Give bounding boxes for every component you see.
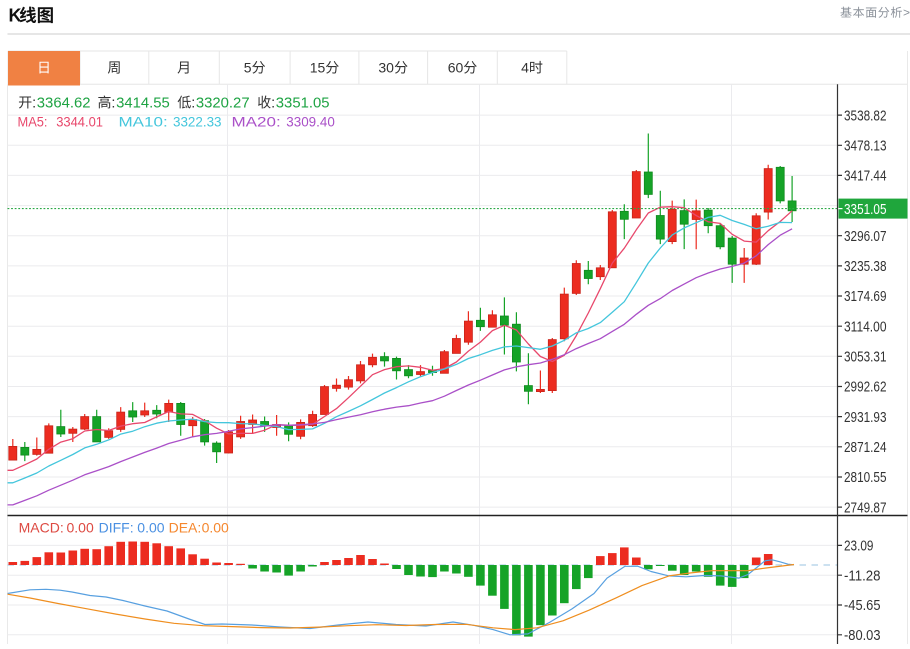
svg-text:30: 30 [378,60,394,76]
svg-text:DEA:: DEA: [169,520,202,536]
svg-text:>: > [903,6,910,20]
svg-text:3174.69: 3174.69 [844,289,887,305]
svg-text:-45.65: -45.65 [844,598,881,614]
svg-text:-11.28: -11.28 [844,568,881,584]
svg-text:3364.62: 3364.62 [37,95,91,111]
svg-text:0.00: 0.00 [67,520,94,536]
svg-text:2992.62: 2992.62 [844,380,887,396]
svg-text:3478.13: 3478.13 [844,139,887,155]
svg-text:15: 15 [310,60,326,76]
svg-text:2931.93: 2931.93 [844,410,887,426]
svg-text::: : [191,95,195,111]
svg-text:3309.40: 3309.40 [286,113,335,129]
svg-text:2810.55: 2810.55 [844,470,887,486]
svg-text:3351.05: 3351.05 [844,202,887,218]
svg-text::: : [111,95,115,111]
svg-text:3344.01: 3344.01 [56,113,103,129]
svg-text:K: K [9,6,22,26]
svg-text:MA20:: MA20: [232,113,281,129]
svg-text:3320.27: 3320.27 [196,95,250,111]
svg-text:0.00: 0.00 [202,520,229,536]
svg-text:3114.00: 3114.00 [844,319,887,335]
svg-text:5: 5 [244,60,252,76]
svg-text:3296.07: 3296.07 [844,229,887,245]
svg-text:MA10:: MA10: [119,113,168,129]
svg-text:MACD:: MACD: [19,520,64,536]
svg-text:3351.05: 3351.05 [276,95,330,111]
svg-text:60: 60 [448,60,464,76]
svg-text:MA5:: MA5: [18,113,48,129]
svg-text:3235.38: 3235.38 [844,259,887,275]
svg-text:3322.33: 3322.33 [173,113,222,129]
svg-text:-80.03: -80.03 [844,628,881,644]
svg-text:3053.31: 3053.31 [844,350,887,366]
svg-text:4: 4 [521,60,529,76]
svg-text:2749.87: 2749.87 [844,500,887,516]
svg-text::: : [271,95,275,111]
svg-text:23.09: 23.09 [844,539,874,555]
svg-text:DIFF:: DIFF: [99,520,134,536]
svg-text:3414.55: 3414.55 [116,95,170,111]
svg-text::: : [32,95,36,111]
svg-text:3417.44: 3417.44 [844,169,887,185]
svg-text:3538.82: 3538.82 [844,108,887,124]
svg-text:2871.24: 2871.24 [844,440,887,456]
svg-text:0.00: 0.00 [137,520,164,536]
